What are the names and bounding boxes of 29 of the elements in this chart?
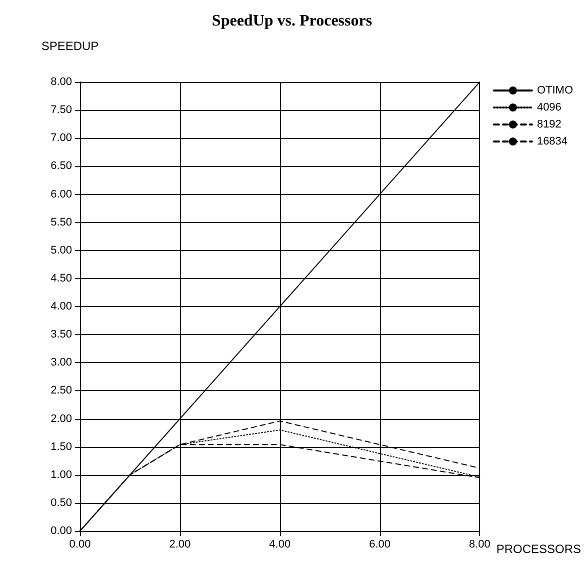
y-axis-title: SPEEDUP [41,39,99,53]
x-tick-label: 0.00 [69,538,91,550]
chart-title: SpeedUp vs. Processors [212,12,372,30]
x-tick-label: 2.00 [169,538,191,550]
legend-label: 16834 [536,136,568,148]
legend-label: 8192 [536,118,562,130]
y-tick-label: 8.00 [50,76,72,88]
y-tick-label: 0.00 [50,525,72,537]
legend-label: OTIMO [536,84,574,96]
x-tick-label: 4.00 [269,538,291,550]
y-tick-label: 2.50 [50,384,72,397]
y-tick-label: 3.00 [50,356,72,369]
x-tick-label: 6.00 [369,538,390,550]
y-tick-label: 5.00 [50,244,72,256]
y-tick-label: 5.50 [50,216,72,228]
y-tick-label: 1.50 [50,440,72,453]
x-axis-title: PROCESSORS [496,542,581,556]
y-tick-label: 3.50 [50,328,72,341]
y-tick-label: 0.50 [50,496,72,509]
y-tick-label: 2.00 [50,412,72,425]
y-tick-label: 7.50 [50,104,72,116]
x-tick-label: 8.00 [469,538,490,550]
y-tick-label: 6.50 [50,160,72,172]
y-tick-label: 1.00 [50,468,72,481]
y-tick-label: 6.00 [50,188,72,200]
y-tick-label: 4.00 [50,300,72,312]
legend-label: 4096 [536,102,562,114]
y-tick-label: 4.50 [50,272,72,284]
y-tick-label: 7.00 [50,132,72,144]
